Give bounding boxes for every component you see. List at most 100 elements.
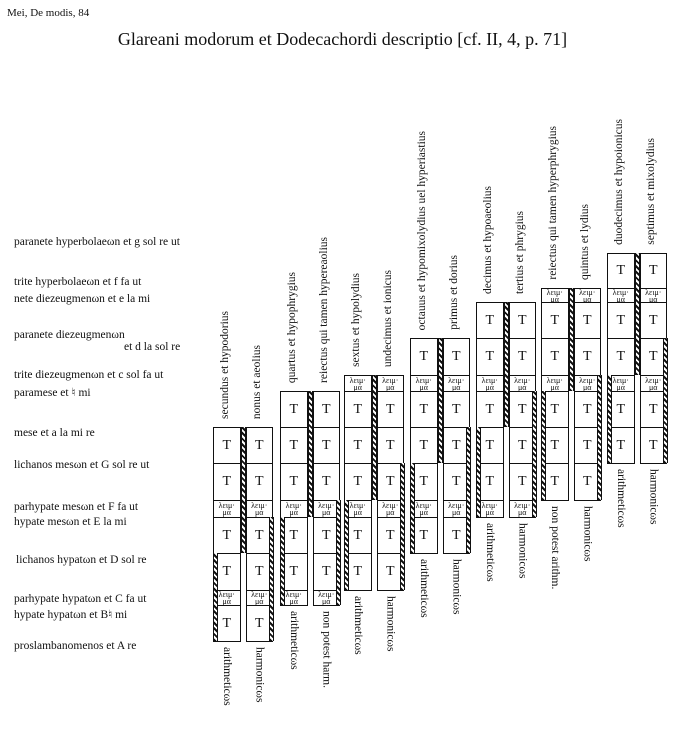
leimma-cell: λειμ· μα <box>476 375 504 392</box>
tone-cell: T <box>607 302 635 339</box>
middle-divider <box>371 375 377 500</box>
tone-cell: T <box>213 517 241 554</box>
leimma-cell: λειμ· μα <box>639 288 667 303</box>
division-label: arithmeticωs <box>351 596 364 655</box>
note-label: hypate mesωn et E la mi <box>14 516 127 528</box>
mode-label: octauus et hypomixolydius uel hyperiasti… <box>415 131 428 331</box>
division-label: harmonicωs <box>581 506 594 562</box>
tone-cell: T <box>442 338 470 376</box>
note-label: trite hyperbolaeωn et f fa ut <box>14 276 142 288</box>
middle-divider <box>240 427 246 553</box>
tone-cell: T <box>376 391 404 428</box>
division-label: arithmeticωs <box>483 523 496 582</box>
division-label: non potest arithm. <box>548 506 561 590</box>
mode-label: quintus et lydius <box>579 204 592 281</box>
middle-divider <box>568 288 574 391</box>
middle-divider <box>307 391 313 517</box>
division-label: harmonicωs <box>253 647 266 703</box>
tone-cell: T <box>213 427 241 464</box>
note-label: proslambanomenos et A re <box>14 640 137 652</box>
right-divider <box>532 391 537 517</box>
right-divider <box>663 338 668 463</box>
mode-label: nonus et aeolius <box>251 345 264 420</box>
division-label: non potest harm. <box>320 611 333 688</box>
tone-cell: T <box>442 517 470 554</box>
tone-cell: T <box>344 427 372 464</box>
tone-cell: T <box>573 338 601 376</box>
right-divider <box>336 500 341 605</box>
left-divider <box>280 517 285 605</box>
tone-cell: T <box>639 302 667 339</box>
right-divider <box>269 517 274 641</box>
left-divider <box>541 391 546 500</box>
note-label: et d la sol re <box>124 341 181 353</box>
tone-cell: T <box>344 391 372 428</box>
tone-cell: T <box>541 338 569 376</box>
left-divider <box>410 463 415 553</box>
note-label: paranete diezeugmenωn <box>14 329 125 341</box>
mode-label: primus et dorius <box>448 255 461 330</box>
note-label: nete diezeugmenωn et e la mi <box>14 293 151 305</box>
division-label: harmonicωs <box>516 523 529 579</box>
middle-divider <box>503 302 509 427</box>
mode-label: tertius et phrygius <box>514 211 527 295</box>
left-divider <box>476 427 481 517</box>
tone-cell: T <box>344 463 372 501</box>
division-label: arithmeticωs <box>287 611 300 670</box>
mode-label: sextus et hypolydius <box>349 273 362 367</box>
mode-label: duodecimus et hypoionicus <box>612 119 625 245</box>
division-label: arithmeticωs <box>614 469 627 528</box>
tone-cell: T <box>508 427 536 464</box>
mode-label: reiectus qui tamen hyperphrygius <box>546 126 559 280</box>
right-divider <box>597 375 602 500</box>
tone-cell: T <box>476 338 504 376</box>
tone-cell: T <box>508 302 536 339</box>
leimma-cell: λειμ· μα <box>541 288 569 303</box>
tone-cell: T <box>280 391 308 428</box>
left-divider <box>344 500 349 590</box>
tone-cell: T <box>410 338 438 376</box>
tone-cell: T <box>410 391 438 428</box>
note-label: paranete hyperbolaeωn et g sol re ut <box>14 236 180 248</box>
leimma-cell: λειμ· μα <box>376 375 404 392</box>
note-label: parhypate hypatωn et C fa ut <box>14 593 147 605</box>
leimma-cell: λειμ· μα <box>245 500 273 518</box>
leimma-cell: λειμ· μα <box>607 288 635 303</box>
tone-cell: T <box>245 427 273 464</box>
mode-label: reiectus qui tamen hypereaolius <box>318 237 331 383</box>
middle-divider <box>634 253 640 375</box>
left-divider <box>213 553 218 641</box>
tone-cell: T <box>607 253 635 289</box>
page-title: Glareani modorum et Dodecachordi descrip… <box>117 29 568 49</box>
mode-label: decimus et hypoaeolius <box>481 186 494 294</box>
leimma-cell: λειμ· μα <box>573 288 601 303</box>
leimma-cell: λειμ· μα <box>508 500 536 518</box>
tone-cell: T <box>245 463 273 501</box>
mode-label: secundus et hypodorius <box>218 311 231 419</box>
note-label: paramese et ♮ mi <box>14 387 91 399</box>
tone-cell: T <box>607 338 635 376</box>
page-header: Mei, De modis, 84 <box>7 7 90 19</box>
tone-cell: T <box>442 427 470 464</box>
tone-cell: T <box>639 427 667 464</box>
tone-cell: T <box>312 463 340 501</box>
leimma-cell: λειμ· μα <box>541 375 569 392</box>
mode-label: septimus et mixolydius <box>645 138 658 245</box>
right-divider <box>466 427 471 553</box>
mode-label: undecimus et ionicus <box>382 270 395 368</box>
tone-cell: T <box>376 427 404 464</box>
division-label: harmonicωs <box>450 559 463 615</box>
leimma-cell: λειμ· μα <box>213 500 241 518</box>
leimma-cell: λειμ· μα <box>344 375 372 392</box>
tone-cell: T <box>245 553 273 591</box>
division-label: arithmeticωs <box>220 647 233 706</box>
mode-label: quartus et hypophrygius <box>285 272 298 384</box>
division-label: harmonicωs <box>384 596 397 652</box>
note-label: lichanos mesωn et G sol re ut <box>14 459 150 471</box>
tone-cell: T <box>213 463 241 501</box>
leimma-cell: λειμ· μα <box>410 375 438 392</box>
tone-cell: T <box>476 302 504 339</box>
tone-cell: T <box>442 391 470 428</box>
tone-cell: T <box>376 463 404 501</box>
leimma-cell: λειμ· μα <box>442 375 470 392</box>
